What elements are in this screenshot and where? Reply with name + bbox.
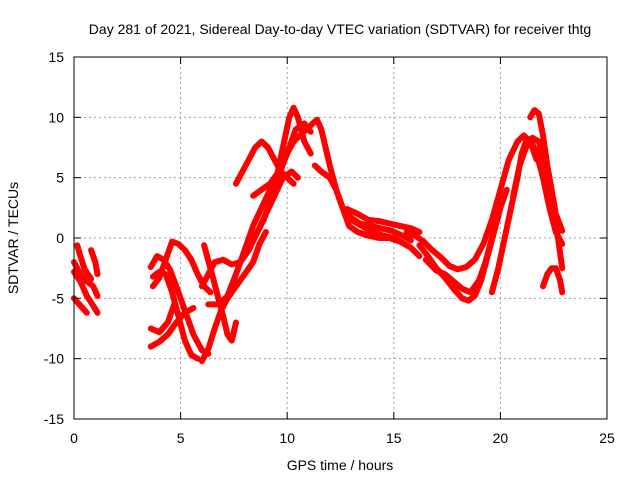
chart-title: Day 281 of 2021, Sidereal Day-to-day VTE…: [89, 21, 591, 37]
x-tick-label: 20: [493, 430, 509, 446]
y-tick-label: -15: [44, 411, 64, 427]
series-arc-19: [343, 206, 423, 235]
series-arc-9: [147, 305, 197, 350]
series-arc-10: [147, 301, 178, 336]
y-tick-label: 10: [48, 109, 64, 125]
axis-ticks: [73, 56, 608, 420]
series-arc-18: [311, 162, 423, 260]
y-tick-label: 15: [48, 49, 64, 65]
series-arc-25: [510, 134, 566, 272]
data-series: [71, 104, 566, 365]
x-tick-labels: 0 5 10 15 20 25: [70, 430, 615, 446]
series-arc-24: [488, 136, 566, 296]
series-arc-15: [233, 138, 297, 187]
y-tick-label: 5: [56, 170, 64, 186]
y-tick-label: -5: [52, 290, 65, 306]
series-arc-3: [71, 295, 90, 316]
series-arc-23: [422, 213, 502, 296]
x-tick-label: 10: [279, 430, 295, 446]
series-arc-8: [149, 238, 214, 296]
series-arc-16: [254, 104, 314, 235]
series-arc-21: [403, 132, 540, 273]
y-tick-label: -10: [44, 351, 64, 367]
series-arc-14: [205, 120, 314, 308]
series-arc-5: [88, 247, 101, 278]
series-arc-2: [71, 268, 101, 316]
y-tick-labels: -15 -10 -5 0 5 10 15: [44, 49, 64, 427]
x-tick-label: 15: [386, 430, 402, 446]
series-arc-27: [540, 265, 566, 296]
series-arc-4: [74, 242, 95, 282]
y-tick-label: 0: [56, 230, 64, 246]
grid-lines: [74, 57, 607, 419]
x-tick-label: 0: [70, 430, 78, 446]
x-axis-label: GPS time / hours: [287, 457, 394, 473]
series-arc-17: [250, 116, 408, 247]
series-arc-6: [147, 253, 212, 357]
x-tick-label: 25: [599, 430, 615, 446]
x-tick-label: 5: [177, 430, 185, 446]
series-arc-1: [71, 259, 101, 299]
series-arc-26: [527, 107, 566, 234]
y-axis-label: SDTVAR / TECUs: [5, 182, 21, 294]
series-arc-20: [346, 213, 414, 244]
